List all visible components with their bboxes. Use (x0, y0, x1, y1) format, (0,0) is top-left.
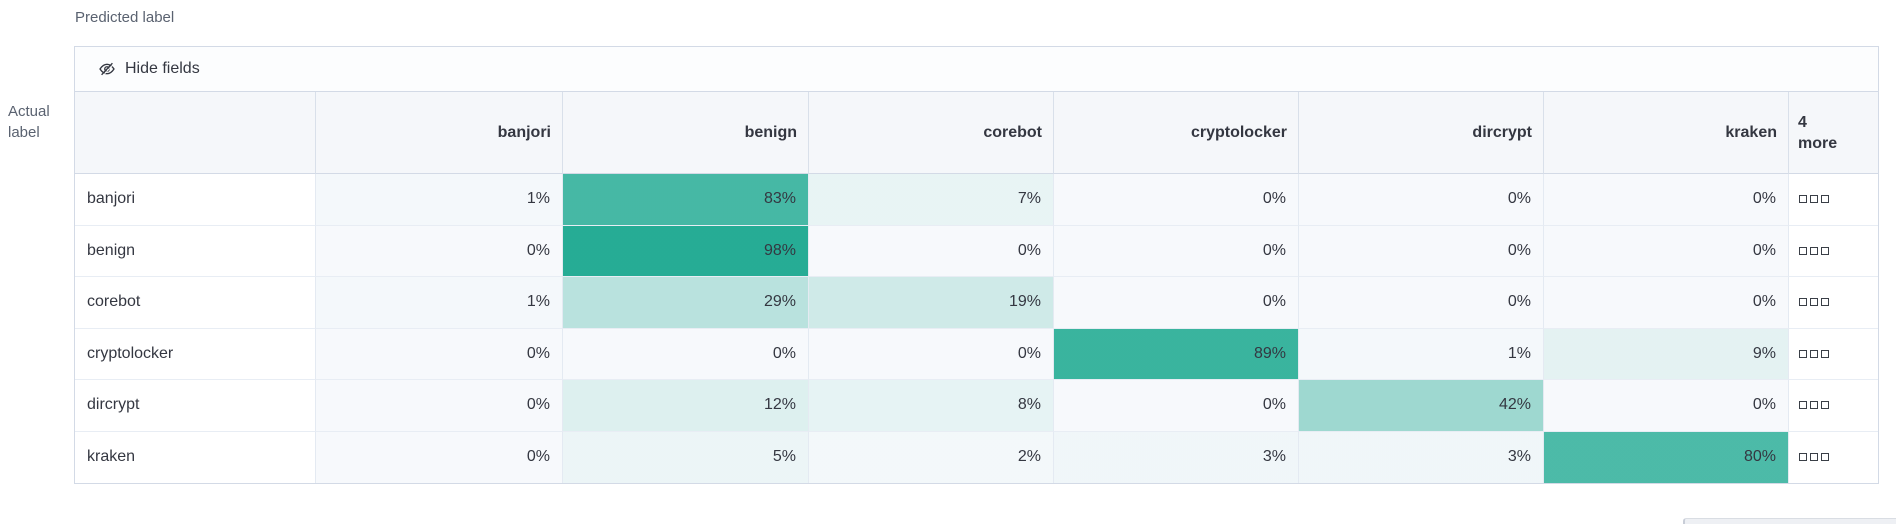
hide-fields-button[interactable]: Hide fields (75, 47, 1878, 92)
matrix-cell: 80% (1543, 431, 1788, 483)
matrix-cell: 0% (1298, 277, 1543, 329)
box-dot (1821, 349, 1829, 358)
row-more-actions-cell (1788, 174, 1878, 226)
matrix-cell: 0% (1053, 225, 1298, 277)
matrix-cell: 0% (808, 225, 1053, 277)
actual-label-line2: label (8, 124, 40, 141)
boxes-horizontal-icon[interactable] (1799, 453, 1829, 462)
box-dot (1810, 195, 1818, 204)
row-more-actions-cell (1788, 225, 1878, 277)
matrix-cell: 1% (1298, 328, 1543, 380)
box-dot (1799, 298, 1807, 307)
predicted-label-axis-title: Predicted label (75, 9, 175, 26)
row-label-benign: benign (75, 225, 315, 277)
matrix-cell: 0% (1543, 174, 1788, 226)
matrix-cell: 0% (315, 225, 562, 277)
box-dot (1799, 195, 1807, 204)
matrix-cell: 98% (562, 225, 808, 277)
box-dot (1810, 349, 1818, 358)
box-dot (1810, 298, 1818, 307)
box-dot (1821, 195, 1829, 204)
matrix-cell: 0% (808, 328, 1053, 380)
box-dot (1799, 246, 1807, 255)
matrix-cell: 12% (562, 380, 808, 432)
column-header-benign: benign (562, 92, 808, 174)
matrix-cell: 3% (1053, 431, 1298, 483)
matrix-cell: 0% (315, 380, 562, 432)
box-dot (1821, 453, 1829, 462)
matrix-cell: 0% (315, 328, 562, 380)
box-dot (1810, 453, 1818, 462)
matrix-cell: 0% (1053, 380, 1298, 432)
more-columns-count: 4 (1798, 113, 1807, 131)
row-more-actions-cell (1788, 431, 1878, 483)
boxes-horizontal-icon[interactable] (1799, 246, 1829, 255)
matrix-cell: 7% (808, 174, 1053, 226)
matrix-cell: 0% (1053, 174, 1298, 226)
matrix-cell: 42% (1298, 380, 1543, 432)
box-dot (1821, 298, 1829, 307)
matrix-cell: 1% (315, 277, 562, 329)
matrix-cell: 19% (808, 277, 1053, 329)
row-label-dircrypt: dircrypt (75, 380, 315, 432)
row-label-corebot: corebot (75, 277, 315, 329)
matrix-cell: 0% (315, 431, 562, 483)
matrix-cell: 3% (1298, 431, 1543, 483)
boxes-horizontal-icon[interactable] (1799, 401, 1829, 410)
column-header-dircrypt: dircrypt (1298, 92, 1543, 174)
row-more-actions-cell (1788, 277, 1878, 329)
column-header-more[interactable]: 4 more (1788, 92, 1878, 174)
box-dot (1810, 401, 1818, 410)
column-header-corebot: corebot (808, 92, 1053, 174)
matrix-cell: 0% (1543, 277, 1788, 329)
more-columns-count: more (1798, 134, 1838, 152)
actual-label-line1: Actual (8, 103, 50, 120)
boxes-horizontal-icon[interactable] (1799, 349, 1829, 358)
column-header-banjori: banjori (315, 92, 562, 174)
box-dot (1821, 246, 1829, 255)
boxes-horizontal-icon[interactable] (1799, 195, 1829, 204)
matrix-cell: 83% (562, 174, 808, 226)
matrix-cell: 5% (562, 431, 808, 483)
matrix-cell: 0% (562, 328, 808, 380)
box-dot (1821, 401, 1829, 410)
row-label-kraken: kraken (75, 431, 315, 483)
column-header-cryptolocker: cryptolocker (1053, 92, 1298, 174)
confusion-matrix-table: Hide fields banjori benign corebot cryptolo… (74, 46, 1879, 484)
matrix-cell: 0% (1543, 380, 1788, 432)
horizontal-scrollbar[interactable] (1683, 518, 1896, 524)
matrix-cell: 0% (1053, 277, 1298, 329)
matrix-corner-cell (75, 92, 315, 174)
matrix-cell: 1% (315, 174, 562, 226)
matrix-cell: 2% (808, 431, 1053, 483)
column-header-kraken: kraken (1543, 92, 1788, 174)
box-dot (1810, 246, 1818, 255)
matrix-cell: 0% (1543, 225, 1788, 277)
matrix-cell: 89% (1053, 328, 1298, 380)
matrix-grid: banjori benign corebot cryptolocker dircrypt… (75, 92, 1878, 483)
row-label-banjori: banjori (75, 174, 315, 226)
box-dot (1799, 349, 1807, 358)
row-more-actions-cell (1788, 328, 1878, 380)
matrix-cell: 9% (1543, 328, 1788, 380)
row-more-actions-cell (1788, 380, 1878, 432)
boxes-horizontal-icon[interactable] (1799, 298, 1829, 307)
matrix-cell: 0% (1298, 225, 1543, 277)
matrix-cell: 8% (808, 380, 1053, 432)
eye-closed-icon (99, 62, 115, 77)
actual-label-axis-title: Actual label (8, 101, 50, 143)
hide-fields-label: Hide fields (125, 60, 200, 77)
matrix-cell: 0% (1298, 174, 1543, 226)
box-dot (1799, 453, 1807, 462)
matrix-cell: 29% (562, 277, 808, 329)
box-dot (1799, 401, 1807, 410)
row-label-cryptolocker: cryptolocker (75, 328, 315, 380)
